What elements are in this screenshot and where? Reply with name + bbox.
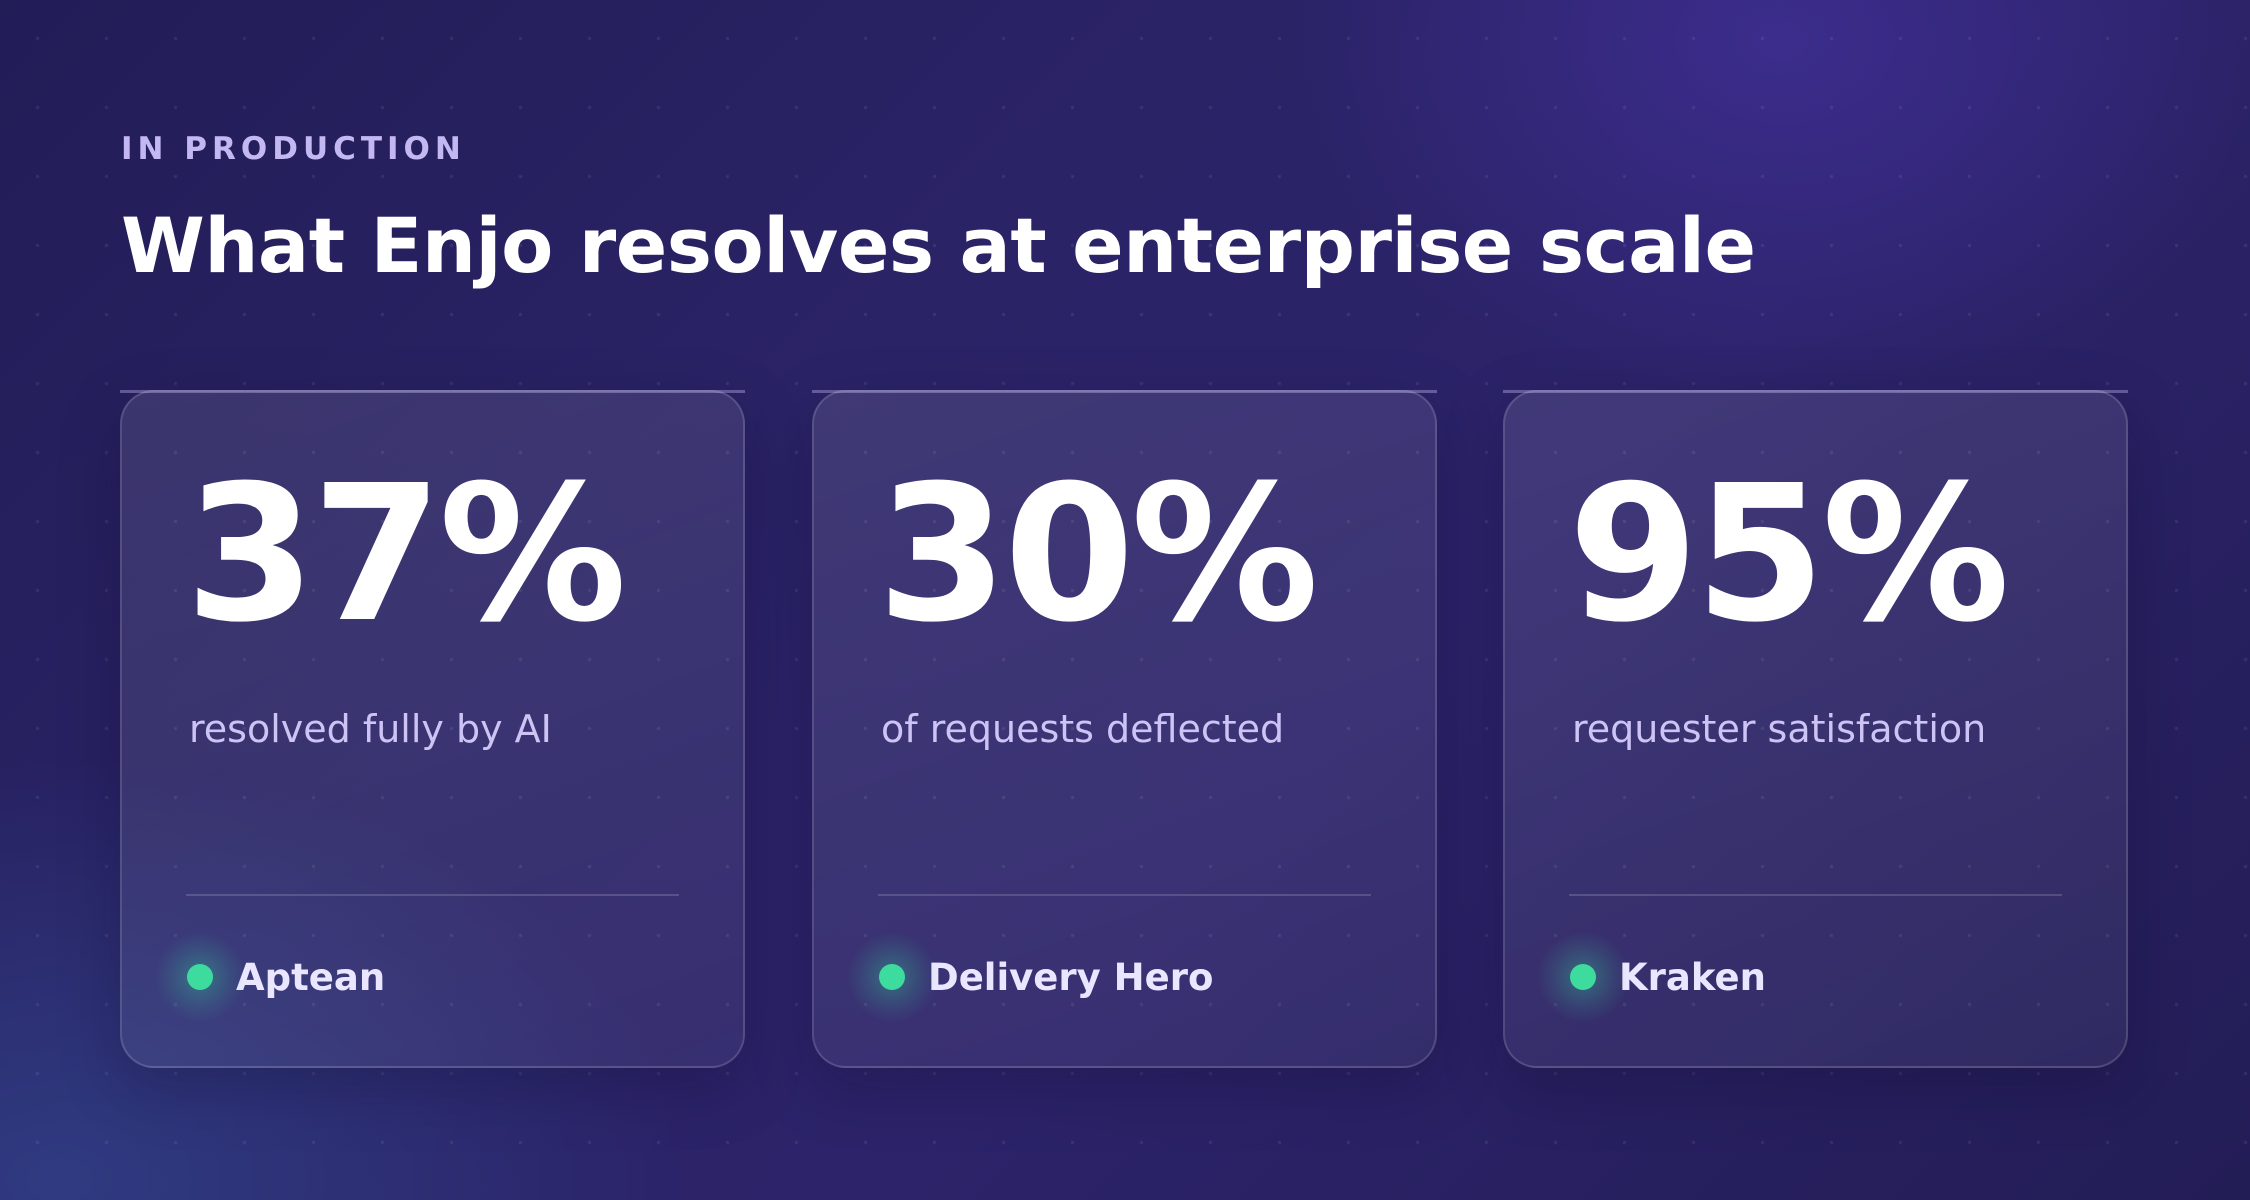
status-dot-icon <box>1537 931 1629 1023</box>
company-name: Delivery Hero <box>928 955 1214 999</box>
status-dot-icon <box>846 931 938 1023</box>
status-dot-icon <box>154 931 246 1023</box>
company-row: Kraken <box>1537 931 1766 1023</box>
stat-card-delivery-hero: 30% of requests deflected Delivery Hero <box>812 390 1437 1068</box>
stat-card-kraken: 95% requester satisfaction Kraken <box>1503 390 2128 1068</box>
stat-label: resolved fully by AI <box>189 707 552 751</box>
stat-card-aptean: 37% resolved fully by AI Aptean <box>120 390 745 1068</box>
company-name: Aptean <box>236 955 386 999</box>
stat-value: 30% <box>877 445 1319 664</box>
card-divider <box>186 894 679 896</box>
stat-value: 37% <box>185 445 627 664</box>
stat-label: of requests deflected <box>881 707 1285 751</box>
stat-label: requester satisfaction <box>1572 707 1987 751</box>
page-title: What Enjo resolves at enterprise scale <box>121 201 1756 290</box>
eyebrow-label: IN PRODUCTION <box>121 131 466 167</box>
company-name: Kraken <box>1619 955 1766 999</box>
stat-value: 95% <box>1568 445 2010 664</box>
card-divider <box>1569 894 2062 896</box>
company-row: Delivery Hero <box>846 931 1214 1023</box>
card-divider <box>878 894 1371 896</box>
company-row: Aptean <box>154 931 386 1023</box>
